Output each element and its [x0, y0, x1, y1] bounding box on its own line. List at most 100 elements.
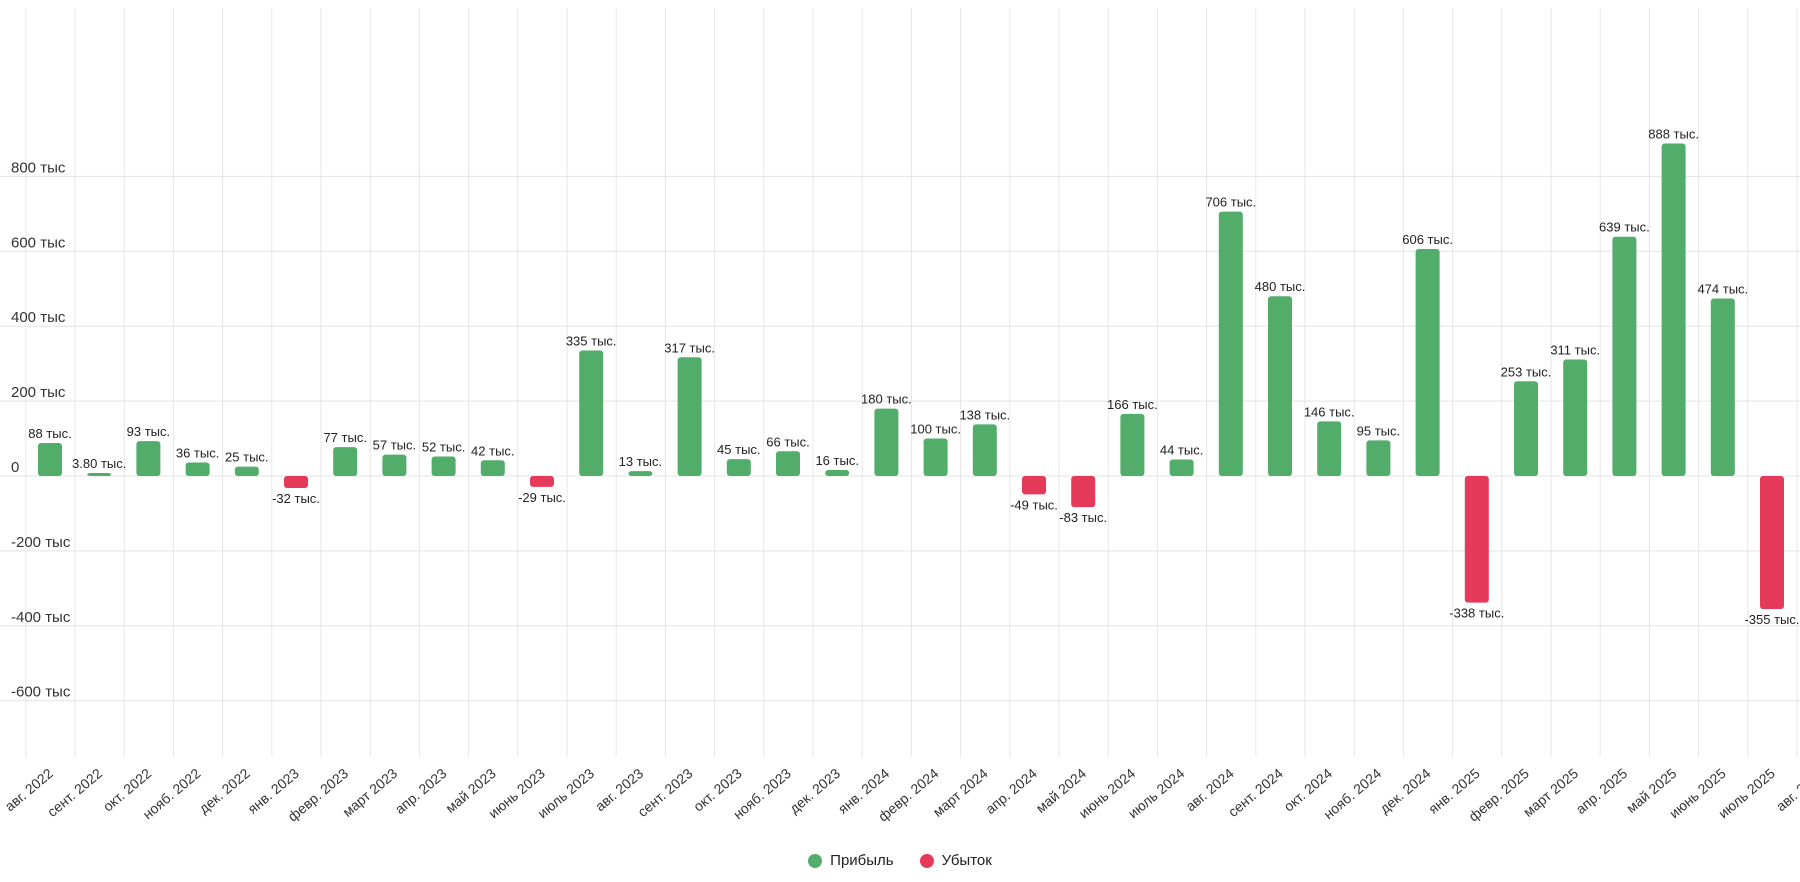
x-tick-label: сент. 2024	[1225, 765, 1286, 820]
data-label: 180 тыс.	[861, 392, 912, 407]
data-labels: 88 тыс.3.80 тыс. 93 тыс. 36 тыс. 25 тыс. -32…	[28, 126, 1799, 627]
data-label: -338 тыс.	[1449, 606, 1504, 621]
bar-profit[interactable]	[923, 438, 948, 476]
data-label: 42 тыс.	[471, 443, 514, 458]
data-label: 25 тыс.	[225, 450, 268, 465]
data-label: 888 тыс.	[1648, 126, 1699, 141]
data-label: 335 тыс.	[566, 334, 617, 349]
profit-loss-chart: 800 тыс 600 тыс 400 тыс 200 тыс 0 -200 тыс -40…	[0, 8, 1800, 825]
bar-profit[interactable]	[333, 447, 358, 476]
bar-profit[interactable]	[1661, 143, 1686, 476]
bar-loss[interactable]	[1760, 476, 1784, 609]
data-label: 93 тыс.	[127, 424, 170, 439]
data-label: -355 тыс.	[1744, 612, 1799, 627]
bar-profit[interactable]	[234, 466, 259, 476]
bar-profit[interactable]	[1366, 440, 1391, 476]
bar-profit[interactable]	[382, 454, 407, 476]
y-axis-ticks: 800 тыс 600 тыс 400 тыс 200 тыс 0 -200 тыс -40…	[11, 159, 71, 700]
x-tick-label: март 2023	[339, 765, 400, 820]
bar-profit[interactable]	[38, 443, 62, 476]
y-tick-label: 0	[11, 459, 19, 476]
data-label: -29 тыс.	[518, 490, 566, 505]
legend-label-loss: Убыток	[941, 852, 992, 869]
bar-loss[interactable]	[1464, 476, 1489, 603]
bar-loss[interactable]	[530, 476, 554, 487]
data-label: 44 тыс.	[1160, 443, 1203, 458]
bar-loss[interactable]	[1022, 476, 1046, 495]
data-label: 606 тыс.	[1402, 232, 1453, 247]
data-label: -49 тыс.	[1010, 497, 1058, 512]
data-label: 3.80 тыс.	[72, 456, 126, 471]
data-label: 706 тыс.	[1205, 195, 1256, 210]
data-label: 77 тыс.	[323, 430, 366, 445]
y-tick-label: 200 тыс	[11, 384, 66, 401]
bar-profit[interactable]	[874, 408, 899, 476]
data-label: 66 тыс.	[766, 434, 809, 449]
x-tick-label: дек. 2024	[1377, 765, 1434, 817]
y-tick-label: 600 тыс	[11, 234, 66, 251]
bar-profit[interactable]	[1563, 359, 1588, 476]
x-tick-label: апр. 2024	[982, 765, 1040, 817]
grid-lines	[0, 8, 1800, 757]
x-tick-label: апр. 2025	[1572, 765, 1630, 817]
y-tick-label: 400 тыс	[11, 309, 66, 326]
bars	[38, 143, 1784, 609]
bar-profit[interactable]	[726, 459, 751, 476]
bar-profit[interactable]	[825, 470, 850, 476]
data-label: 138 тыс.	[959, 407, 1010, 422]
bar-profit[interactable]	[1317, 421, 1342, 476]
data-label: 57 тыс.	[373, 438, 416, 453]
y-tick-label: -400 тыс	[11, 609, 71, 626]
bar-profit[interactable]	[1268, 296, 1292, 476]
legend-swatch-loss	[919, 853, 934, 868]
data-label: 52 тыс.	[422, 440, 465, 455]
data-label: 13 тыс.	[619, 454, 662, 469]
legend-item-loss[interactable]: Убыток	[919, 852, 992, 869]
bar-loss[interactable]	[284, 476, 308, 488]
data-label: 311 тыс.	[1550, 343, 1600, 358]
bar-profit[interactable]	[1415, 249, 1440, 476]
bar-profit[interactable]	[776, 451, 800, 476]
bar-profit[interactable]	[480, 460, 505, 476]
y-tick-label: 800 тыс	[11, 159, 66, 176]
bar-profit[interactable]	[1710, 298, 1735, 476]
data-label: 480 тыс.	[1255, 279, 1306, 294]
bar-profit[interactable]	[185, 462, 210, 476]
data-label: 474 тыс.	[1697, 281, 1748, 296]
bar-profit[interactable]	[431, 456, 456, 476]
bar-loss[interactable]	[1071, 476, 1096, 508]
data-label: 253 тыс.	[1501, 364, 1552, 379]
data-label: 45 тыс.	[717, 442, 760, 457]
y-tick-label: -600 тыс	[11, 684, 71, 701]
legend: Прибыль Убыток	[0, 852, 1800, 869]
legend-swatch-profit	[808, 853, 823, 868]
x-tick-label: дек. 2023	[786, 765, 843, 817]
bar-profit[interactable]	[1120, 413, 1145, 476]
bar-profit[interactable]	[972, 424, 997, 476]
x-tick-label: сент. 2023	[634, 765, 695, 820]
bar-profit[interactable]	[1218, 211, 1243, 476]
y-tick-label: -200 тыс	[11, 534, 71, 551]
legend-item-profit[interactable]: Прибыль	[808, 852, 894, 869]
bar-profit[interactable]	[579, 350, 604, 476]
x-tick-label: март 2024	[930, 765, 991, 820]
x-tick-label: авг. 2025	[1773, 765, 1800, 814]
x-tick-label: апр. 2023	[392, 765, 450, 817]
bar-profit[interactable]	[1169, 459, 1194, 476]
x-tick-label: март 2025	[1520, 765, 1581, 820]
bar-profit[interactable]	[1514, 381, 1538, 476]
legend-label-profit: Прибыль	[830, 852, 894, 869]
data-label: -32 тыс.	[272, 491, 320, 506]
data-label: -83 тыс.	[1059, 510, 1107, 525]
data-label: 88 тыс.	[28, 426, 71, 441]
bar-profit[interactable]	[87, 473, 112, 476]
data-label: 639 тыс.	[1599, 220, 1650, 235]
bar-profit[interactable]	[1612, 236, 1637, 476]
bar-profit[interactable]	[628, 471, 653, 476]
bar-profit[interactable]	[677, 357, 702, 476]
bar-profit[interactable]	[136, 441, 161, 476]
data-label: 146 тыс.	[1304, 404, 1355, 419]
x-tick-label: дек. 2022	[196, 765, 253, 817]
data-label: 16 тыс.	[815, 453, 858, 468]
